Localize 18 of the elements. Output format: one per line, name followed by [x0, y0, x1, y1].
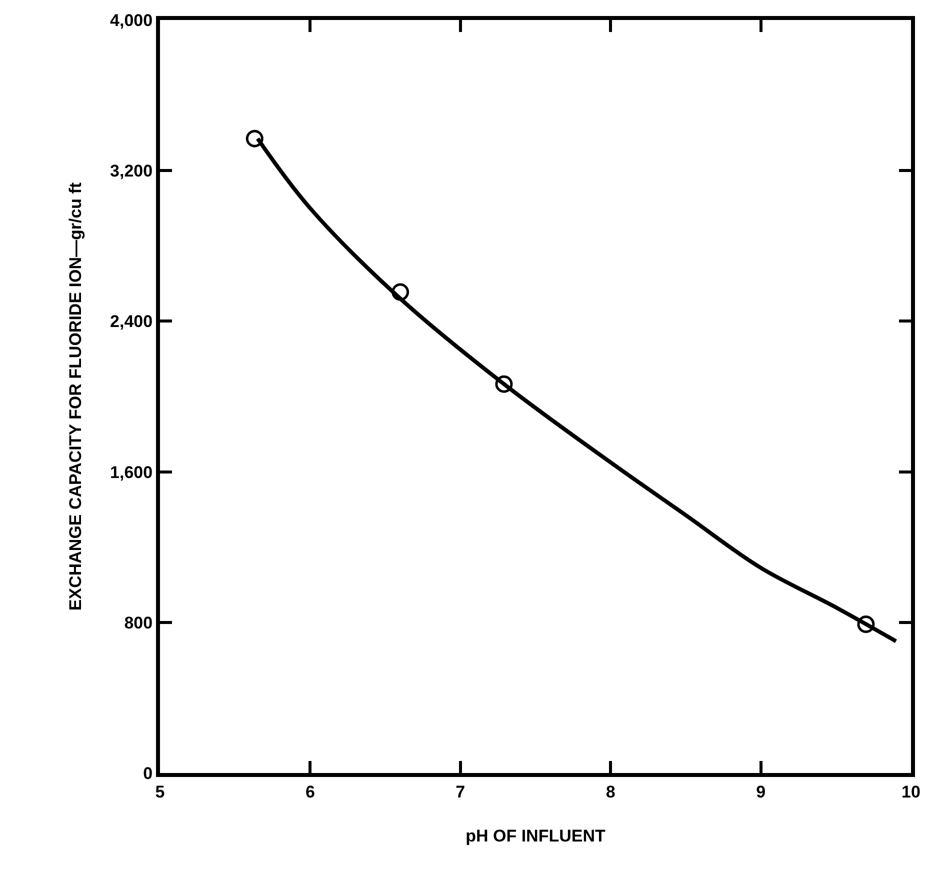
point: [857, 616, 875, 634]
y-tick-label: 2,400: [110, 312, 153, 332]
x-tick-label: 7: [456, 782, 466, 802]
x-tick-label: 5: [155, 782, 165, 802]
x-tick-label: 8: [606, 782, 616, 802]
x-tick-label: 10: [902, 782, 920, 802]
y-tick-label: 3,200: [110, 162, 153, 181]
point: [246, 130, 264, 148]
y-tick-label: 800: [124, 613, 153, 632]
y-axis-title: EXCHANGE CAPACITY FOR FLUORIDE ION—gr/cu ft: [66, 182, 86, 611]
y-tick-label: 4,000: [110, 10, 153, 30]
y-tick-label: 1,600: [110, 462, 153, 482]
x-axis-title: pH OF INFLUENT: [466, 826, 606, 846]
point: [392, 283, 410, 301]
y-tick-label: 0: [143, 764, 153, 783]
x-tick-label: 9: [756, 782, 766, 802]
point: [495, 375, 513, 393]
x-tick-label: 6: [305, 782, 315, 802]
